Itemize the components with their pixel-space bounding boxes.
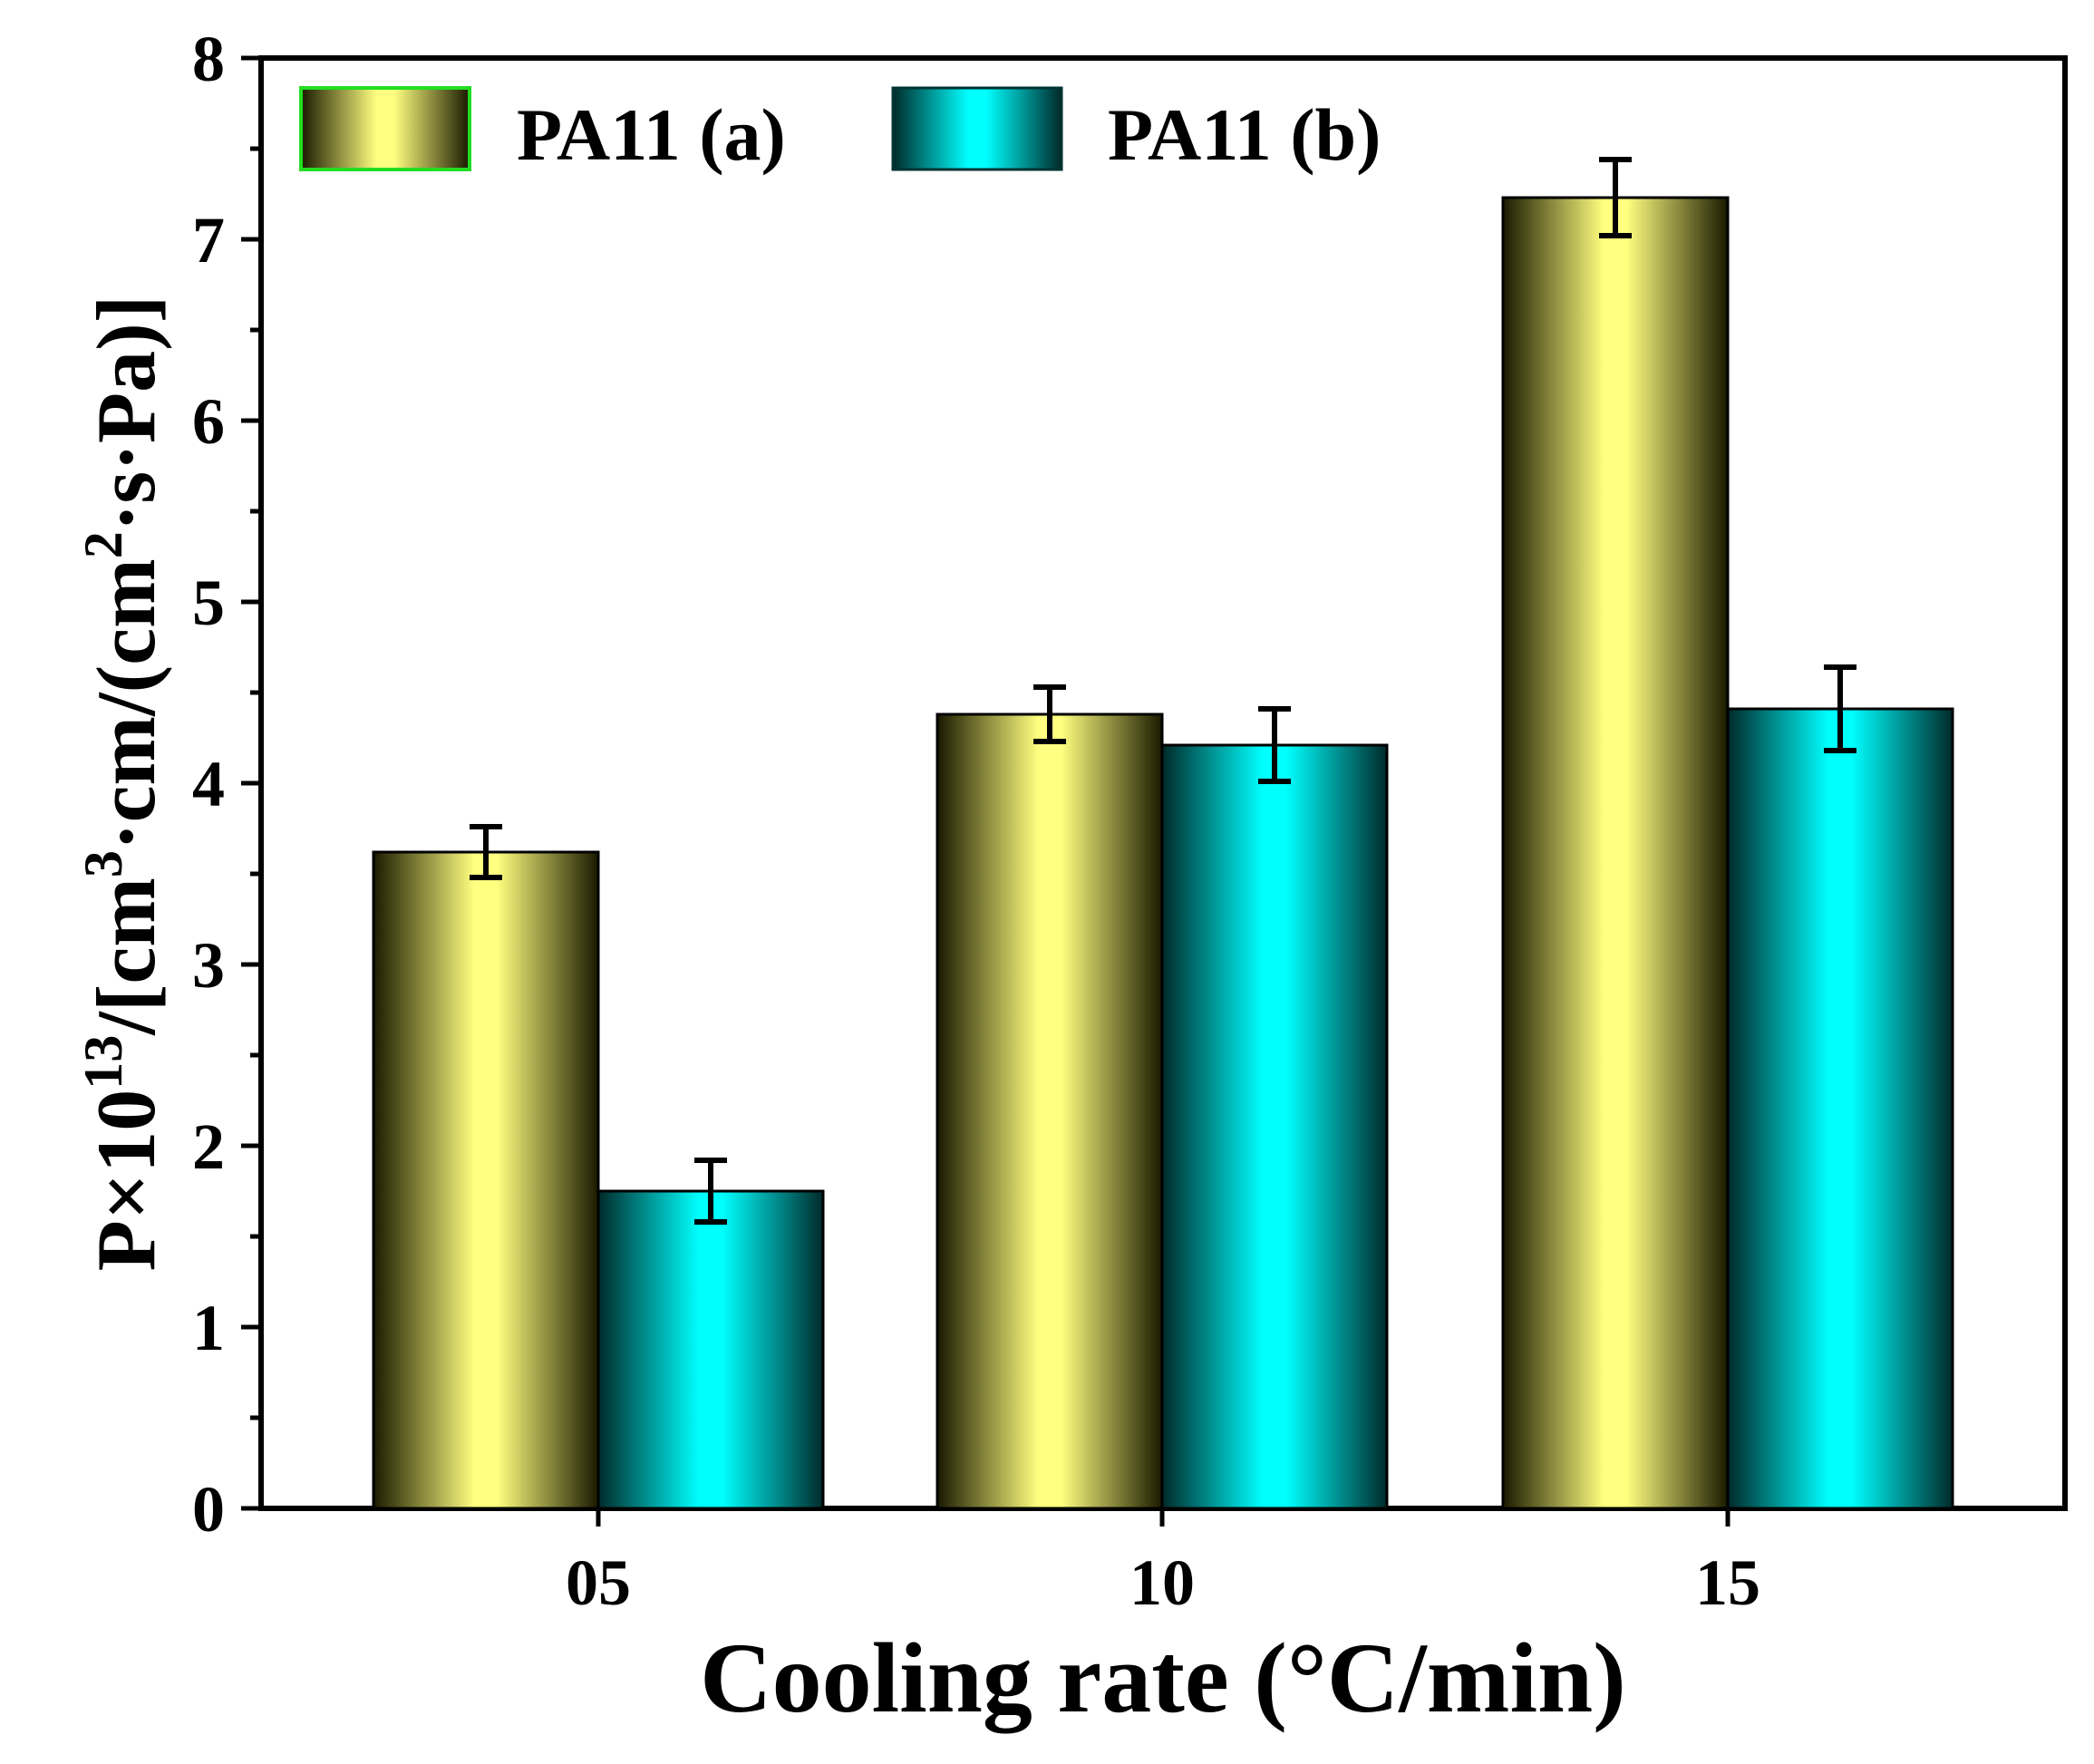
y-tick-label: 8 — [192, 23, 225, 95]
x-tick-label-10: 10 — [1129, 1546, 1195, 1619]
errorbar-series-b-05 — [694, 1158, 727, 1225]
errorbar-series-a-15 — [1599, 157, 1632, 238]
y-axis-label: P×1013/[cm3·cm/(cm2·s·Pa)] — [73, 296, 172, 1272]
legend-swatch-series-b — [891, 86, 1063, 171]
legend: PA11 (a) PA11 (b) — [299, 86, 1381, 176]
errorbars-layer — [470, 157, 1856, 1225]
bar-series-b-05 — [596, 1189, 825, 1510]
y-tick-label: 5 — [192, 567, 225, 639]
y-axis: 0 1 2 3 4 5 6 7 8 — [192, 23, 261, 1546]
y-tick-label: 3 — [192, 929, 225, 1002]
legend-label-series-b: PA11 (b) — [1108, 93, 1381, 176]
y-tick-label: 7 — [192, 204, 225, 276]
y-tick-label: 0 — [192, 1473, 225, 1546]
legend-swatch-series-a — [299, 86, 471, 171]
x-tick-label-05: 05 — [566, 1546, 631, 1619]
errorbar-series-b-10 — [1258, 706, 1291, 784]
errorbar-series-b-15 — [1824, 664, 1856, 753]
bar-series-b-10 — [1160, 743, 1389, 1510]
x-axis-label: Cooling rate (°C/min) — [700, 1623, 1626, 1733]
y-tick-label: 2 — [192, 1110, 225, 1183]
legend-label-series-a: PA11 (a) — [517, 93, 786, 176]
errorbar-series-a-10 — [1033, 684, 1066, 744]
bar-series-b-15 — [1726, 707, 1954, 1510]
errorbar-series-a-05 — [470, 824, 502, 880]
x-tick-label-15: 15 — [1695, 1546, 1760, 1619]
bar-series-a-10 — [936, 712, 1164, 1510]
bar-series-a-15 — [1501, 196, 1730, 1510]
x-axis: 05 10 15 — [566, 1508, 1760, 1619]
bar-series-a-05 — [372, 850, 600, 1510]
y-tick-label: 1 — [192, 1292, 225, 1364]
y-tick-label: 4 — [192, 748, 225, 820]
bars-layer — [372, 196, 1954, 1510]
y-tick-label: 6 — [192, 385, 225, 458]
